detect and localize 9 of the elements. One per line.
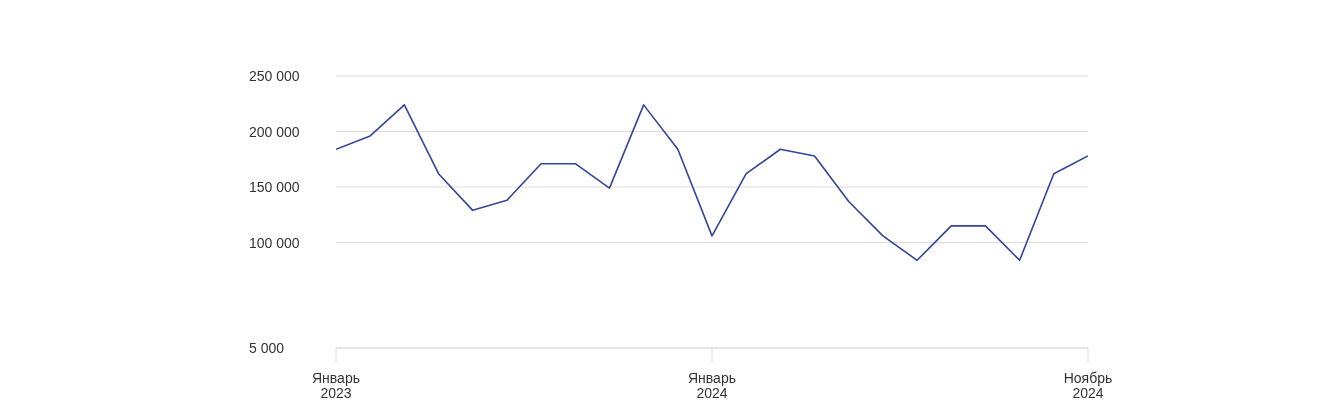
y-tick-label: 5 000 xyxy=(249,340,285,356)
y-tick-label: 100 000 xyxy=(249,234,300,251)
line-series xyxy=(336,104,1088,262)
y-tick-label: 200 000 xyxy=(249,123,300,140)
x-tick-label: Январь 2024 xyxy=(688,370,736,401)
x-tick-label: Ноябрь 2024 xyxy=(1063,370,1113,401)
y-tick-label: 250 000 xyxy=(249,68,300,84)
y-tick-label: 150 000 xyxy=(249,179,300,196)
x-tick-label: Январь 2023 xyxy=(312,370,360,401)
